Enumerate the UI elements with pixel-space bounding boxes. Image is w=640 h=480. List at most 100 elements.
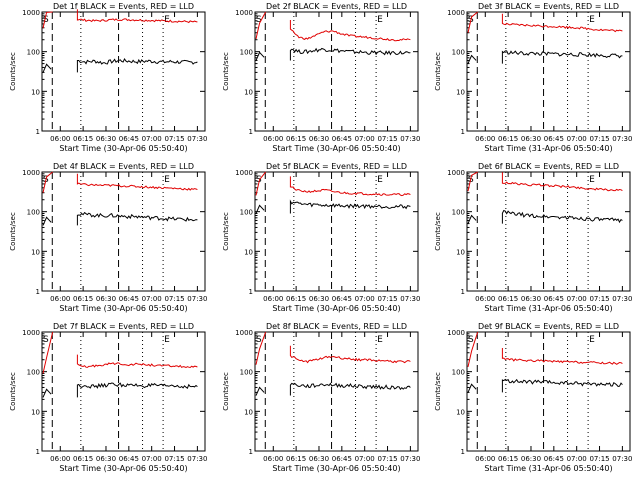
x-tick-label: 06:00: [50, 135, 70, 143]
detector-plot-6: Det 6f BLACK = Events, RED = LLD Start Ti…: [434, 162, 632, 313]
events-series-line: [289, 199, 411, 214]
x-tick-label: 06:45: [119, 455, 139, 463]
x-tick-label: 06:30: [309, 295, 329, 303]
x-tick-label: 07:30: [612, 455, 632, 463]
events-spike: [467, 383, 477, 393]
y-tick-label: 1000: [235, 329, 253, 337]
x-tick-label: 06:45: [332, 455, 352, 463]
events-series-line: [289, 382, 411, 396]
y-tick-label: 10: [31, 248, 40, 256]
x-tick-label: 06:30: [521, 455, 541, 463]
plot-title: Det 6f BLACK = Events, RED = LLD: [478, 162, 619, 171]
lld-series-line: [76, 173, 198, 191]
y-axis-label: Counts/sec: [9, 372, 17, 411]
lld-spike: [467, 11, 478, 33]
y-axis-label: Counts/sec: [222, 52, 230, 91]
x-tick-label: 06:30: [96, 455, 116, 463]
x-tick-label: 06:15: [73, 295, 93, 303]
x-axis-label: Start Time (31-Apr-06 05:50:40): [484, 464, 612, 473]
x-tick-label: 07:00: [355, 455, 375, 463]
x-tick-label: 06:45: [119, 295, 139, 303]
x-tick-label: 07:15: [164, 295, 184, 303]
plot-title: Det 7f BLACK = Events, RED = LLD: [53, 322, 194, 331]
lld-spike: [255, 11, 267, 39]
x-tick-label: 07:00: [355, 295, 375, 303]
x-tick-label: 07:30: [187, 135, 207, 143]
plot-frame: [41, 171, 206, 292]
x-tick-label: 07:00: [142, 135, 162, 143]
y-tick-label: 100: [27, 49, 40, 57]
lld-spike: [467, 171, 478, 192]
x-tick-label: 06:45: [332, 295, 352, 303]
lld-series-line: [501, 13, 623, 33]
y-axis-label: Counts/sec: [434, 372, 442, 411]
y-tick-label: 1: [249, 128, 253, 136]
x-tick-label: 06:00: [475, 135, 495, 143]
end-marker-label: E: [589, 335, 595, 345]
detector-plot-5: Det 5f BLACK = Events, RED = LLD Start Ti…: [222, 162, 420, 313]
x-tick-label: 06:45: [544, 295, 564, 303]
y-tick-label: 1000: [447, 9, 465, 17]
lld-spike: [255, 171, 267, 196]
start-marker-label: S: [256, 335, 262, 345]
x-axis-label: Start Time (30-Apr-06 05:50:40): [59, 144, 187, 153]
x-axis-label: Start Time (31-Apr-06 05:50:40): [484, 304, 612, 313]
x-tick-label: 07:15: [164, 455, 184, 463]
x-tick-label: 07:00: [142, 455, 162, 463]
lld-spike: [42, 171, 53, 193]
y-tick-label: 10: [31, 408, 40, 416]
y-tick-label: 10: [244, 88, 253, 96]
x-axis-label: Start Time (30-Apr-06 05:50:40): [272, 144, 400, 153]
lld-series-line: [76, 354, 198, 369]
x-tick-label: 06:30: [309, 135, 329, 143]
start-marker-label: S: [468, 335, 474, 345]
end-marker-label: E: [377, 335, 383, 345]
end-marker-label: E: [164, 335, 170, 345]
x-tick-label: 06:00: [263, 135, 283, 143]
y-axis-label: Counts/sec: [434, 212, 442, 251]
y-tick-label: 1: [461, 128, 465, 136]
detector-plot-4: Det 4f BLACK = Events, RED = LLD Start Ti…: [9, 162, 207, 313]
events-spike: [255, 51, 265, 61]
x-tick-label: 07:15: [164, 135, 184, 143]
x-tick-label: 06:15: [286, 295, 306, 303]
events-spike: [42, 63, 52, 73]
events-series-line: [289, 47, 411, 61]
plot-frame: [254, 11, 419, 132]
x-tick-label: 07:30: [612, 135, 632, 143]
x-tick-label: 06:15: [498, 135, 518, 143]
y-tick-label: 1000: [447, 329, 465, 337]
x-tick-label: 07:00: [567, 135, 587, 143]
lld-series-line: [289, 176, 411, 197]
plot-title: Det 1f BLACK = Events, RED = LLD: [53, 2, 194, 11]
y-tick-label: 100: [452, 49, 465, 57]
x-tick-label: 06:30: [96, 135, 116, 143]
detector-plot-8: Det 8f BLACK = Events, RED = LLD Start Ti…: [222, 322, 420, 473]
plot-frame: [466, 331, 631, 452]
lld-spike: [255, 331, 267, 365]
end-marker-label: E: [164, 175, 170, 185]
y-axis-label: Counts/sec: [9, 212, 17, 251]
events-series-line: [501, 50, 623, 64]
detector-plot-9: Det 9f BLACK = Events, RED = LLD Start Ti…: [434, 322, 632, 473]
x-tick-label: 06:15: [286, 135, 306, 143]
end-marker-label: E: [589, 15, 595, 25]
start-marker-label: S: [43, 335, 49, 345]
lld-spike: [42, 331, 54, 374]
y-tick-label: 1000: [22, 329, 40, 337]
x-tick-label: 07:30: [400, 455, 420, 463]
x-axis-label: Start Time (30-Apr-06 05:50:40): [59, 464, 187, 473]
y-tick-label: 100: [240, 209, 253, 217]
y-tick-label: 1: [461, 288, 465, 296]
x-tick-label: 07:15: [377, 455, 397, 463]
x-tick-label: 06:15: [73, 455, 93, 463]
y-tick-label: 100: [27, 209, 40, 217]
x-tick-label: 06:00: [50, 295, 70, 303]
end-marker-label: E: [164, 15, 170, 25]
x-tick-label: 06:45: [332, 135, 352, 143]
plot-title: Det 8f BLACK = Events, RED = LLD: [266, 322, 407, 331]
y-tick-label: 100: [240, 369, 253, 377]
y-tick-label: 1: [36, 448, 40, 456]
lld-series-line: [289, 345, 411, 364]
